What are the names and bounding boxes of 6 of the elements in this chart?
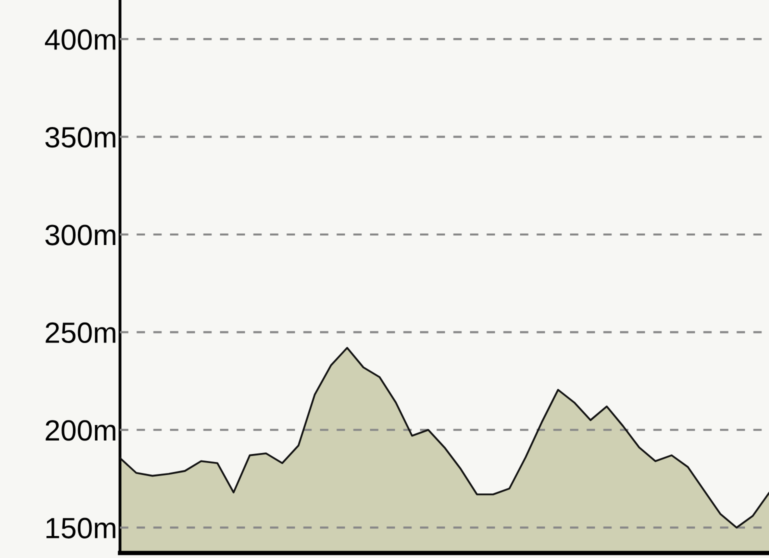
- y-tick-label: 250m: [46, 322, 116, 344]
- y-tick-label: 400m: [44, 29, 116, 50]
- y-tick-label: 150m: [46, 518, 116, 538]
- y-tick-label: 200m: [46, 420, 116, 441]
- y-tick-label: 350m: [45, 126, 116, 148]
- y-tick-label: 300m: [45, 224, 116, 246]
